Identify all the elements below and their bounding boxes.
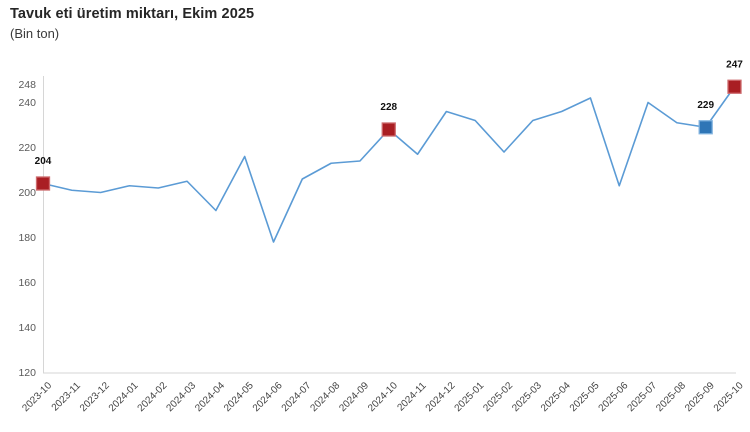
data-point-label-2025-09: 229 xyxy=(697,100,714,111)
y-tick-label: 220 xyxy=(18,142,36,154)
x-tick-label: 2024-11 xyxy=(395,380,429,414)
x-tick-label: 2024-07 xyxy=(280,380,314,414)
x-tick-label: 2024-09 xyxy=(337,380,371,414)
x-tick-label: 2025-09 xyxy=(683,380,717,414)
x-tick-label: 2025-07 xyxy=(625,380,659,414)
y-tick-label: 248 xyxy=(18,79,36,91)
chart-subtitle: (Bin ton) xyxy=(10,26,60,41)
y-tick-label: 120 xyxy=(18,367,36,379)
x-tick-label: 2024-08 xyxy=(309,380,343,414)
x-tick-label: 2024-02 xyxy=(136,380,170,414)
y-tick-label: 160 xyxy=(18,277,36,289)
y-tick-label: 180 xyxy=(18,232,36,244)
x-tick-label: 2025-05 xyxy=(568,380,602,414)
data-point-label-2024-10: 228 xyxy=(380,102,397,113)
data-point-marker-2025-10[interactable] xyxy=(727,79,742,94)
x-tick-label: 2025-02 xyxy=(481,380,515,414)
x-tick-label: 2025-01 xyxy=(453,380,487,414)
y-tick-label: 240 xyxy=(18,97,36,109)
y-tick-label: 200 xyxy=(18,187,36,199)
chart-title: Tavuk eti üretim miktarı, Ekim 2025 xyxy=(10,6,255,22)
x-tick-label: 2023-11 xyxy=(50,380,84,414)
x-tick-label: 2025-03 xyxy=(510,380,544,414)
x-tick-label: 2024-12 xyxy=(424,380,458,414)
x-tick-label: 2024-04 xyxy=(193,380,227,414)
x-tick-label: 2023-10 xyxy=(20,380,54,414)
data-point-label-2025-10: 247 xyxy=(726,59,743,70)
y-tick-label: 140 xyxy=(18,322,36,334)
x-tick-label: 2024-10 xyxy=(366,380,400,414)
x-tick-label: 2024-03 xyxy=(164,380,198,414)
x-tick-label: 2025-10 xyxy=(712,380,746,414)
data-point-marker-2024-10[interactable] xyxy=(381,122,396,137)
x-tick-label: 2024-01 xyxy=(107,380,141,414)
x-tick-label: 2025-08 xyxy=(654,380,688,414)
x-tick-label: 2024-06 xyxy=(251,380,285,414)
x-tick-label: 2025-06 xyxy=(597,380,631,414)
data-point-marker-2023-10[interactable] xyxy=(35,176,51,191)
data-point-marker-2025-09[interactable] xyxy=(698,120,713,135)
x-tick-label: 2024-05 xyxy=(222,380,256,414)
x-tick-label: 2025-04 xyxy=(539,380,573,414)
x-tick-label: 2023-12 xyxy=(78,380,112,414)
data-point-label-2023-10: 204 xyxy=(35,156,52,167)
